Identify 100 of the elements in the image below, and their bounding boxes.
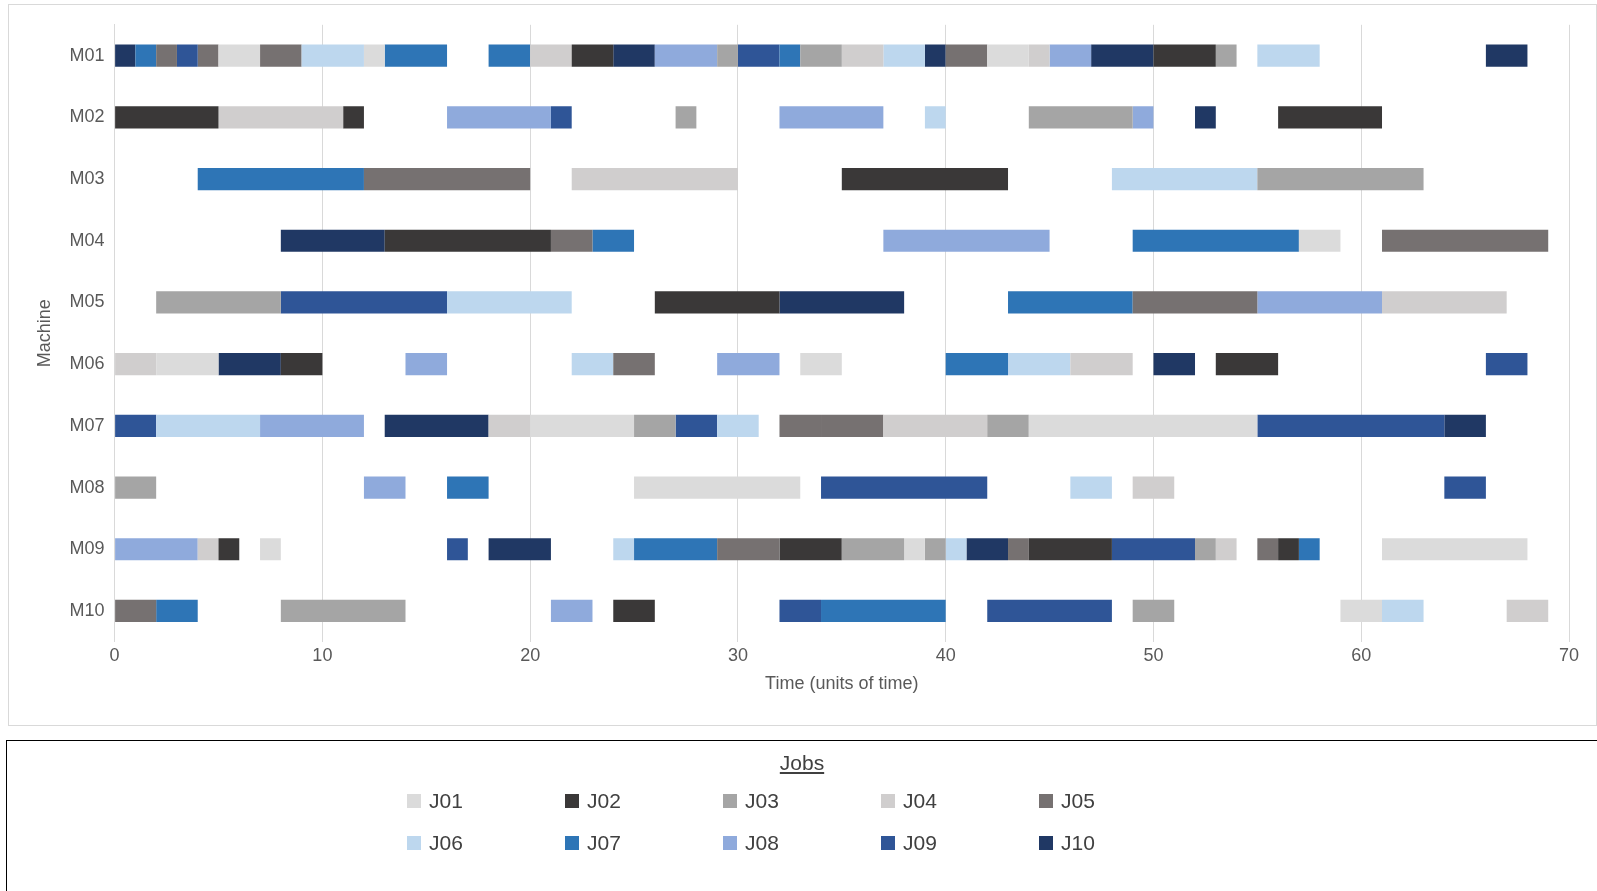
bar: [1215, 538, 1237, 561]
bar: [717, 44, 738, 67]
y-tick-label: M07: [69, 414, 105, 435]
bar: [924, 538, 946, 561]
bar: [592, 229, 635, 252]
bar: [260, 538, 281, 561]
bar: [363, 476, 406, 499]
x-tick-label: 50: [1143, 644, 1164, 665]
bar: [115, 599, 157, 623]
bar: [1132, 291, 1258, 314]
legend-label: J05: [1061, 789, 1095, 813]
bar: [115, 353, 157, 376]
y-tick-label: M08: [69, 476, 105, 497]
bar: [987, 414, 1029, 437]
bar: [1132, 229, 1299, 252]
bar: [1257, 538, 1279, 561]
bar: [987, 44, 1029, 67]
bar: [821, 476, 988, 499]
bar: [613, 353, 655, 376]
bar: [1049, 44, 1092, 67]
bar: [841, 167, 1009, 191]
bar: [779, 599, 822, 623]
bar: [1008, 353, 1071, 376]
bar: [1008, 538, 1029, 561]
bar: [115, 44, 136, 67]
bar: [1506, 599, 1549, 623]
bar: [115, 414, 157, 437]
bar: [800, 353, 842, 376]
bar: [841, 538, 905, 561]
bar: [1215, 353, 1279, 376]
bar: [280, 353, 323, 376]
bar: [488, 44, 531, 67]
x-tick-label: 40: [935, 644, 956, 665]
bar: [135, 44, 157, 67]
bar: [488, 414, 531, 437]
bar: [1485, 353, 1528, 376]
bar: [717, 538, 780, 561]
bar: [1008, 291, 1133, 314]
bar: [1070, 476, 1112, 499]
bar: [779, 106, 884, 129]
bar: [1153, 44, 1216, 67]
bar: [1382, 229, 1549, 252]
legend-label: J02: [587, 789, 621, 813]
bar: [1028, 106, 1133, 129]
y-tick-label: M03: [69, 168, 105, 189]
bar: [301, 44, 364, 67]
bar: [260, 44, 302, 67]
bar: [550, 106, 572, 129]
bar: [1257, 167, 1424, 191]
bar: [717, 414, 759, 437]
bar: [1028, 44, 1050, 67]
bar: [1485, 44, 1528, 67]
x-tick-label: 30: [727, 644, 748, 665]
bar: [384, 229, 551, 252]
bar: [1028, 538, 1112, 561]
bar: [675, 414, 718, 437]
y-tick-label: M09: [69, 538, 105, 559]
bar: [447, 106, 551, 129]
bar: [280, 599, 406, 623]
bar: [945, 44, 988, 67]
bar: [550, 599, 593, 623]
bar: [1382, 599, 1424, 623]
bar: [1382, 538, 1528, 561]
x-tick-label: 70: [1558, 644, 1580, 665]
bar: [447, 538, 468, 561]
bar: [1111, 167, 1258, 191]
bar: [218, 538, 240, 561]
y-tick-label: M10: [69, 599, 105, 620]
x-tick-label: 60: [1351, 644, 1372, 665]
bar: [779, 44, 801, 67]
bar: [197, 44, 219, 67]
bar: [924, 44, 946, 67]
bar: [841, 44, 884, 67]
bar: [634, 414, 676, 437]
bar: [1257, 44, 1320, 67]
bar: [1111, 538, 1196, 561]
bar: [779, 291, 905, 314]
bar: [156, 44, 177, 67]
bar: [1382, 291, 1507, 314]
legend-label: J10: [1061, 831, 1095, 855]
bar: [197, 538, 219, 561]
bar: [156, 291, 281, 314]
bar: [343, 106, 364, 129]
y-tick-label: M02: [69, 106, 105, 127]
legend-label: J04: [903, 789, 937, 813]
bar: [613, 44, 655, 67]
bar: [945, 538, 967, 561]
legend-label: J08: [745, 831, 779, 855]
bar: [800, 44, 842, 67]
bar: [1298, 538, 1320, 561]
bar: [280, 229, 385, 252]
bar: [821, 599, 946, 623]
legend-label: J06: [429, 831, 463, 855]
bar: [1091, 44, 1154, 67]
bar: [1195, 538, 1216, 561]
bar: [1444, 476, 1486, 499]
legend-label: J09: [903, 831, 937, 855]
bar: [447, 291, 572, 314]
x-tick-label: 20: [520, 644, 541, 665]
bar: [1215, 44, 1237, 67]
